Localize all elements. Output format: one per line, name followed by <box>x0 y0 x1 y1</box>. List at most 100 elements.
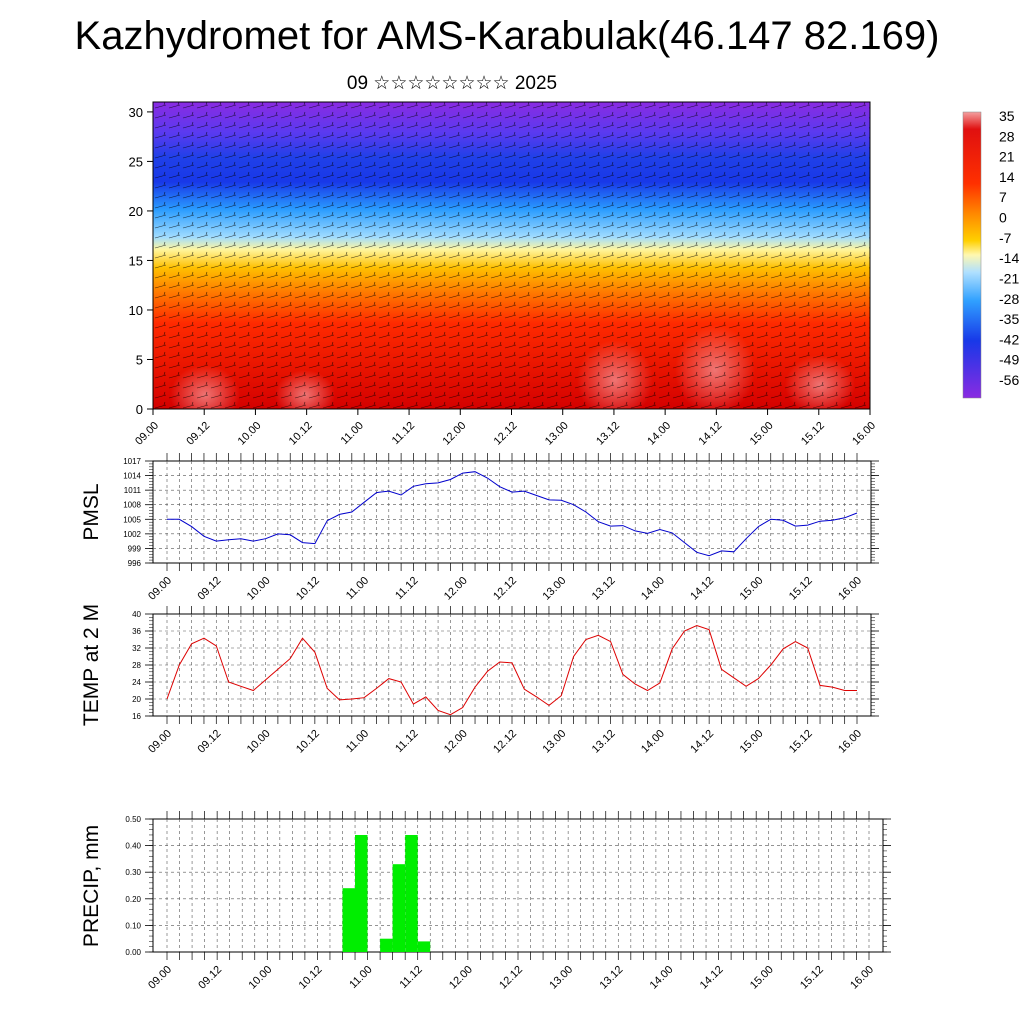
precip-panel: 0.00 0.10 0.20 0.30 0.40 0.50 09.00 09.12 10.00 1… <box>125 811 891 992</box>
x-tick-label: 15.12 <box>798 964 826 992</box>
x-tick-label: 15.12 <box>799 420 827 448</box>
colorbar-label: -14 <box>999 250 1019 266</box>
temp2m-panel: 16 20 24 28 32 36 40 09.00 09.12 10.00 10.12 11.00 1… <box>132 606 879 756</box>
x-tick-label: 11.12 <box>397 964 424 991</box>
y-tick-label: 0.50 <box>125 815 141 824</box>
precip-bar <box>392 864 406 952</box>
x-tick-label: 10.00 <box>246 964 274 992</box>
x-tick-label: 15.12 <box>787 728 815 756</box>
temp2m-axis-label: TEMP at 2 M <box>80 604 103 726</box>
y-tick-label: 999 <box>128 544 142 553</box>
x-tick-label: 11.00 <box>344 728 371 755</box>
x-tick-label: 12.00 <box>442 575 470 603</box>
x-tick-label: 13.00 <box>543 420 571 448</box>
y-tick-label: 1008 <box>123 501 141 510</box>
chart-subtitle: 09 ☆☆☆☆☆☆☆☆ 2025 <box>346 73 558 94</box>
x-tick-label: 11.12 <box>393 575 420 602</box>
y-tick-label: 996 <box>128 559 142 568</box>
colorbar: 35 28 21 14 7 0 -7 -14 -21 -28 -35 -42 -49 -56 <box>962 108 1019 399</box>
x-tick-label: 12.00 <box>440 420 468 448</box>
x-tick-label: 14.00 <box>639 728 667 756</box>
precip-axis-label: PRECIP, mm <box>80 825 103 947</box>
chart-title: Kazhydromet for AMS-Karabulak(46.147 82.… <box>74 14 940 58</box>
colorbar-label: -35 <box>999 311 1019 327</box>
y-tick-label: 0 <box>136 402 143 417</box>
x-tick-label: 15.00 <box>748 964 776 992</box>
y-tick-label: 28 <box>132 661 141 670</box>
colorbar-label: 28 <box>999 128 1015 144</box>
x-tick-label: 12.12 <box>492 420 520 448</box>
colorbar-label: 35 <box>999 108 1015 124</box>
x-tick-label: 09.00 <box>146 964 174 992</box>
y-tick-label: 0.10 <box>125 921 141 930</box>
x-tick-label: 15.00 <box>748 420 776 448</box>
x-tick-label: 10.12 <box>297 964 325 992</box>
x-tick-label: 09.00 <box>146 575 174 603</box>
x-tick-label: 14.12 <box>688 575 716 603</box>
colorbar-label: -7 <box>999 230 1012 246</box>
precip-bar <box>417 941 431 952</box>
x-tick-label: 13.12 <box>590 728 618 756</box>
x-tick-label: 11.00 <box>339 420 366 447</box>
pmsl-panel: 996 999 1002 1005 1008 1011 1014 1017 09.00 09.12… <box>123 453 879 603</box>
y-tick-label: 0.30 <box>125 868 141 877</box>
y-tick-label: 5 <box>136 352 143 367</box>
x-tick-label: 13.12 <box>594 420 622 448</box>
y-tick-label: 1002 <box>123 530 141 539</box>
x-tick-label: 16.00 <box>836 728 864 756</box>
colorbar-label: -21 <box>999 270 1019 286</box>
x-tick-label: 09.12 <box>196 964 224 992</box>
x-tick-label: 14.12 <box>688 728 716 756</box>
y-tick-label: 40 <box>132 610 141 619</box>
x-tick-label: 14.00 <box>645 420 673 448</box>
x-tick-label: 12.12 <box>497 964 525 992</box>
x-tick-label: 16.00 <box>836 575 864 603</box>
y-tick-label: 32 <box>132 644 141 653</box>
colorbar-label: -42 <box>999 331 1019 347</box>
y-tick-label: 20 <box>132 695 141 704</box>
x-tick-label: 11.00 <box>347 964 374 991</box>
x-tick-label: 14.12 <box>697 420 725 448</box>
x-tick-label: 10.00 <box>236 420 264 448</box>
x-tick-label: 13.00 <box>540 575 568 603</box>
y-tick-label: 15 <box>129 253 143 268</box>
y-tick-label: 0.40 <box>125 842 141 851</box>
y-tick-label: 1017 <box>123 457 141 466</box>
y-tick-label: 30 <box>129 105 143 120</box>
x-tick-label: 14.00 <box>648 964 676 992</box>
x-tick-label: 12.12 <box>491 575 519 603</box>
x-tick-label: 13.12 <box>590 575 618 603</box>
x-tick-label: 10.00 <box>245 575 273 603</box>
y-tick-label: 25 <box>129 154 143 169</box>
x-tick-label: 11.12 <box>393 728 420 755</box>
x-tick-label: 09.12 <box>195 728 223 756</box>
colorbar-label: 7 <box>999 189 1007 205</box>
y-tick-label: 24 <box>132 678 141 687</box>
x-tick-label: 14.12 <box>698 964 726 992</box>
x-tick-label: 12.00 <box>442 728 470 756</box>
x-tick-label: 11.12 <box>390 420 417 447</box>
x-tick-label: 15.12 <box>787 575 815 603</box>
precip-bar <box>380 938 393 952</box>
pmsl-line <box>167 471 858 557</box>
x-tick-label: 13.00 <box>547 964 575 992</box>
colorbar-label: -56 <box>999 372 1019 388</box>
colorbar-label: 0 <box>999 210 1007 226</box>
pmsl-axis-label: PMSL <box>80 483 103 540</box>
x-tick-label: 09.00 <box>133 420 161 448</box>
x-tick-label: 12.12 <box>491 728 519 756</box>
x-tick-label: 13.00 <box>540 728 568 756</box>
x-tick-label: 11.00 <box>344 575 371 602</box>
x-tick-label: 09.12 <box>195 575 223 603</box>
y-tick-label: 0.00 <box>125 948 141 957</box>
x-tick-label: 09.00 <box>146 728 174 756</box>
wind-barbs <box>153 102 870 409</box>
x-tick-label: 15.00 <box>738 575 766 603</box>
x-tick-label: 10.00 <box>245 728 273 756</box>
x-tick-label: 13.12 <box>597 964 625 992</box>
x-tick-label: 10.12 <box>287 420 315 448</box>
colorbar-label: 14 <box>999 169 1015 185</box>
y-tick-label: 20 <box>129 204 143 219</box>
x-tick-label: 10.12 <box>294 728 322 756</box>
